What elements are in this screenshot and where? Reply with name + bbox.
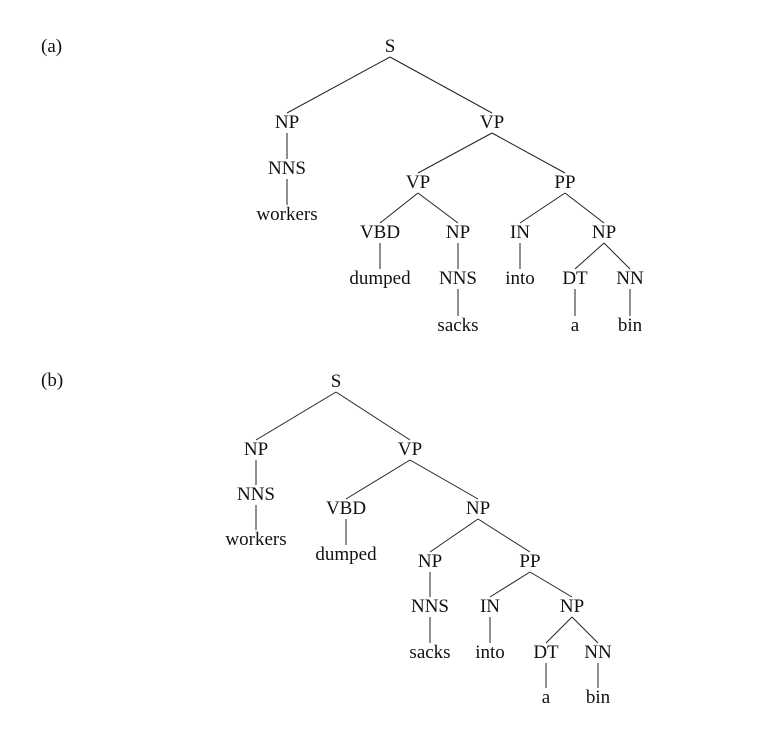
word-w6: bin <box>618 315 643 336</box>
node-vp1: VP <box>480 112 504 133</box>
node-pp1: PP <box>554 172 575 193</box>
word-w2: dumped <box>315 544 377 565</box>
word-w3: sacks <box>409 642 450 663</box>
edge-s-np1 <box>286 56 391 114</box>
node-dt1: DT <box>562 268 588 289</box>
word-w3: sacks <box>437 315 478 336</box>
node-in1: IN <box>480 596 500 617</box>
word-w6: bin <box>586 687 611 708</box>
edge-vp2-np2 <box>417 192 459 224</box>
node-np4: NP <box>560 596 584 617</box>
node-nns1: NNS <box>237 484 275 505</box>
panel-label-a: (a) <box>41 36 62 57</box>
node-np1: NP <box>275 112 299 133</box>
edge-s-vp1 <box>389 56 493 114</box>
tree-b: S NP NNS workers VP VBD dumped NP NP NNS sacks PP IN… <box>225 371 612 708</box>
edge-pp1-np3 <box>564 192 605 224</box>
edge-pp1-in1 <box>519 192 566 224</box>
node-nn1: NN <box>616 268 644 289</box>
edge-np3-dt1 <box>574 242 605 270</box>
node-np3: NP <box>418 551 442 572</box>
edge-vp2-vbd1 <box>379 192 419 224</box>
edge-np4-nn1 <box>571 616 599 644</box>
word-w4: into <box>475 642 505 663</box>
word-w5: a <box>542 687 551 708</box>
node-s: S <box>331 371 342 392</box>
word-w4: into <box>505 268 535 289</box>
node-np1: NP <box>244 439 268 460</box>
node-s: S <box>385 36 396 57</box>
edge-np2-pp1 <box>477 518 531 553</box>
node-pp1: PP <box>519 551 540 572</box>
panel-label-b: (b) <box>41 370 63 391</box>
node-nns2: NNS <box>411 596 449 617</box>
word-w2: dumped <box>349 268 411 289</box>
edge-np3-nn1 <box>603 242 631 270</box>
word-w1: workers <box>225 529 286 550</box>
edge-vp1-vp2 <box>417 132 493 174</box>
word-w5: a <box>571 315 580 336</box>
edge-pp1-np4 <box>529 571 573 598</box>
edge-s-vp1 <box>335 391 411 441</box>
edge-np4-dt1 <box>545 616 573 644</box>
node-np3: NP <box>592 222 616 243</box>
edge-vp1-pp1 <box>491 132 566 174</box>
node-np2: NP <box>466 498 490 519</box>
edge-pp1-in1 <box>489 571 531 598</box>
edge-s-np1 <box>255 391 337 441</box>
tree-a: S NP NNS workers VP VP VBD dumped NP NNS sacks PP IN… <box>256 36 644 336</box>
edge-vp1-np2 <box>409 459 479 500</box>
node-vbd1: VBD <box>326 498 366 519</box>
edge-np2-np3 <box>429 518 479 553</box>
node-nn1: NN <box>584 642 612 663</box>
word-w1: workers <box>256 204 317 225</box>
node-vbd1: VBD <box>360 222 400 243</box>
node-nns1: NNS <box>268 158 306 179</box>
node-np2: NP <box>446 222 470 243</box>
node-vp2: VP <box>406 172 430 193</box>
node-in1: IN <box>510 222 530 243</box>
node-nns2: NNS <box>439 268 477 289</box>
node-vp1: VP <box>398 439 422 460</box>
node-dt1: DT <box>533 642 559 663</box>
edge-vp1-vbd1 <box>345 459 411 500</box>
